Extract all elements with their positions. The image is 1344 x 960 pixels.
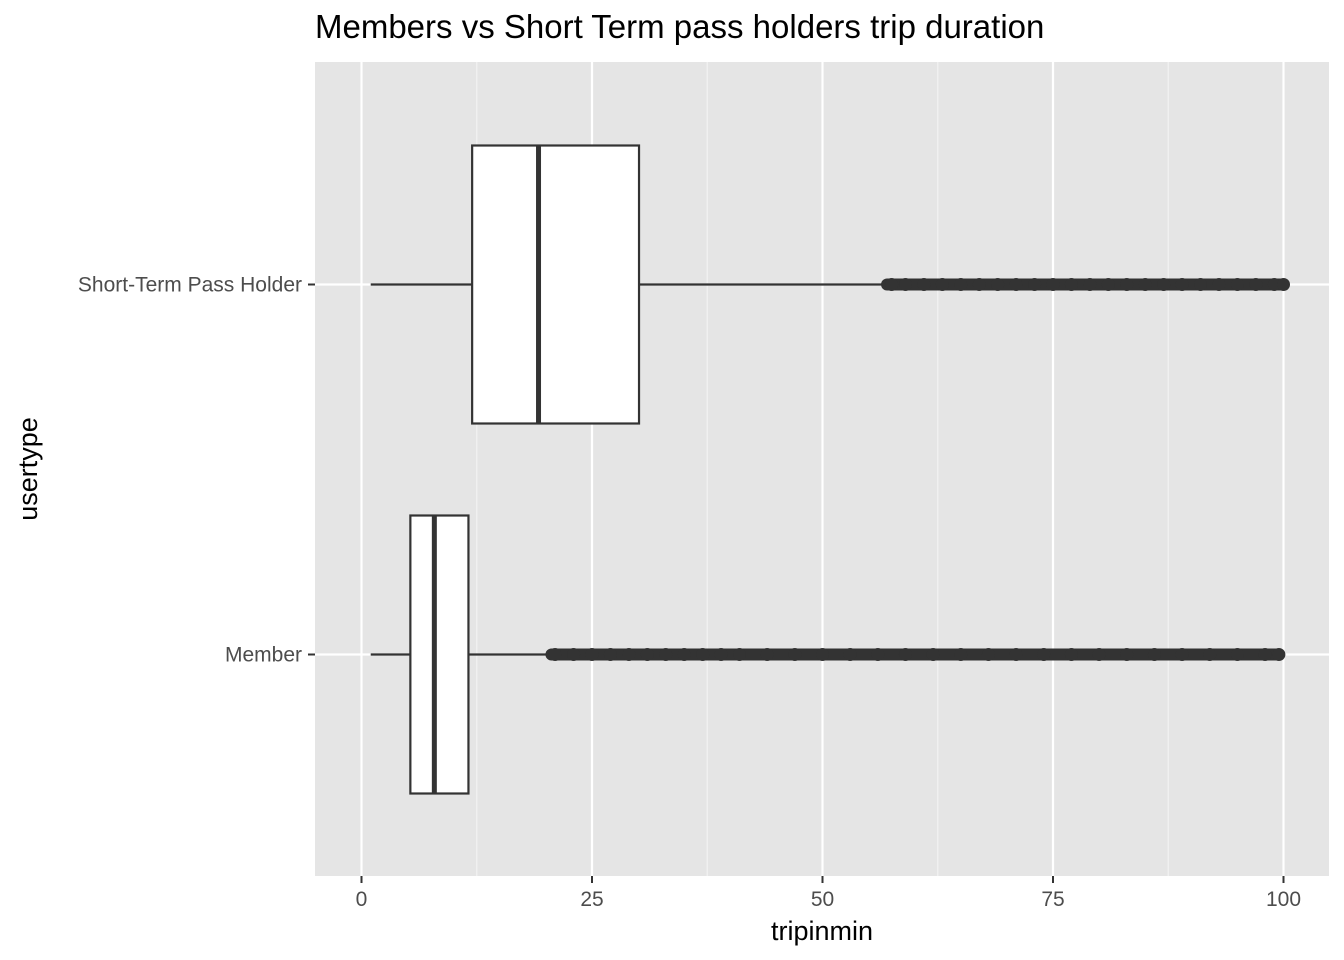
box-iqr — [409, 514, 470, 795]
x-axis-title: tripinmin — [771, 916, 873, 946]
y-axis: Short-Term Pass Holder Member — [78, 274, 315, 667]
outlier-point — [1175, 278, 1189, 291]
outlier-point — [1092, 648, 1106, 661]
outlier-point — [1272, 648, 1286, 661]
outlier-point — [1009, 278, 1023, 291]
outlier-point — [1230, 648, 1244, 661]
outlier-point — [954, 648, 968, 661]
outlier-point — [1249, 278, 1263, 291]
outlier-point — [696, 648, 710, 661]
outlier-point — [640, 648, 654, 661]
outlier-point — [1009, 648, 1023, 661]
box-series — [370, 144, 1290, 795]
outlier-point — [1277, 278, 1290, 291]
outlier-point — [917, 278, 931, 291]
x-axis: 0 25 50 75 100 — [356, 876, 1301, 911]
outlier-point — [548, 648, 562, 661]
outlier-point — [972, 278, 986, 291]
outlier-point — [622, 648, 636, 661]
outlier-point — [885, 278, 899, 291]
outlier-point — [1120, 648, 1134, 661]
outlier-point — [1064, 648, 1078, 661]
box-group — [370, 144, 1290, 425]
outlier-point — [788, 648, 802, 661]
outlier-point — [1064, 278, 1078, 291]
y-axis-title: usertype — [13, 417, 43, 521]
outlier-point — [926, 648, 940, 661]
outlier-point — [1101, 278, 1115, 291]
outlier-point — [1138, 278, 1152, 291]
outlier-point — [714, 648, 728, 661]
chart-title: Members vs Short Term pass holders trip … — [315, 8, 1045, 45]
outlier-point — [1157, 278, 1171, 291]
outlier-point — [1230, 278, 1244, 291]
outlier-point — [954, 278, 968, 291]
outlier-point — [677, 648, 691, 661]
x-tick-label: 100 — [1266, 888, 1301, 911]
outlier-point — [760, 648, 774, 661]
outlier-point — [898, 278, 912, 291]
y-tick-label: Member — [225, 644, 302, 667]
outlier-point — [1203, 648, 1217, 661]
outlier-point — [991, 278, 1005, 291]
x-tick-label: 75 — [1041, 888, 1064, 911]
outlier-point — [816, 648, 829, 661]
outlier-point — [843, 648, 857, 661]
outlier-point — [871, 648, 885, 661]
outlier-point — [603, 648, 617, 661]
outlier-point — [981, 648, 995, 661]
x-tick-label: 50 — [811, 888, 834, 911]
box-iqr — [471, 144, 641, 425]
outlier-point — [1147, 648, 1161, 661]
box-group — [370, 514, 1286, 795]
outlier-point — [1212, 278, 1226, 291]
outlier-point — [659, 648, 673, 661]
outlier-point — [1194, 278, 1208, 291]
outlier-point — [733, 648, 747, 661]
outlier-point — [935, 278, 949, 291]
outlier-point — [1028, 278, 1042, 291]
outlier-point — [1258, 648, 1272, 661]
outlier-point — [898, 648, 912, 661]
y-tick-label: Short-Term Pass Holder — [78, 274, 302, 297]
outlier-point — [1083, 278, 1097, 291]
outlier-point — [1046, 278, 1060, 291]
outlier-point — [585, 648, 599, 661]
outlier-point — [1120, 278, 1134, 291]
outlier-point — [1267, 278, 1281, 291]
outlier-point — [567, 648, 581, 661]
outlier-point — [1175, 648, 1189, 661]
x-tick-label: 0 — [356, 888, 368, 911]
x-tick-label: 25 — [580, 888, 603, 911]
outlier-point — [1037, 648, 1051, 661]
